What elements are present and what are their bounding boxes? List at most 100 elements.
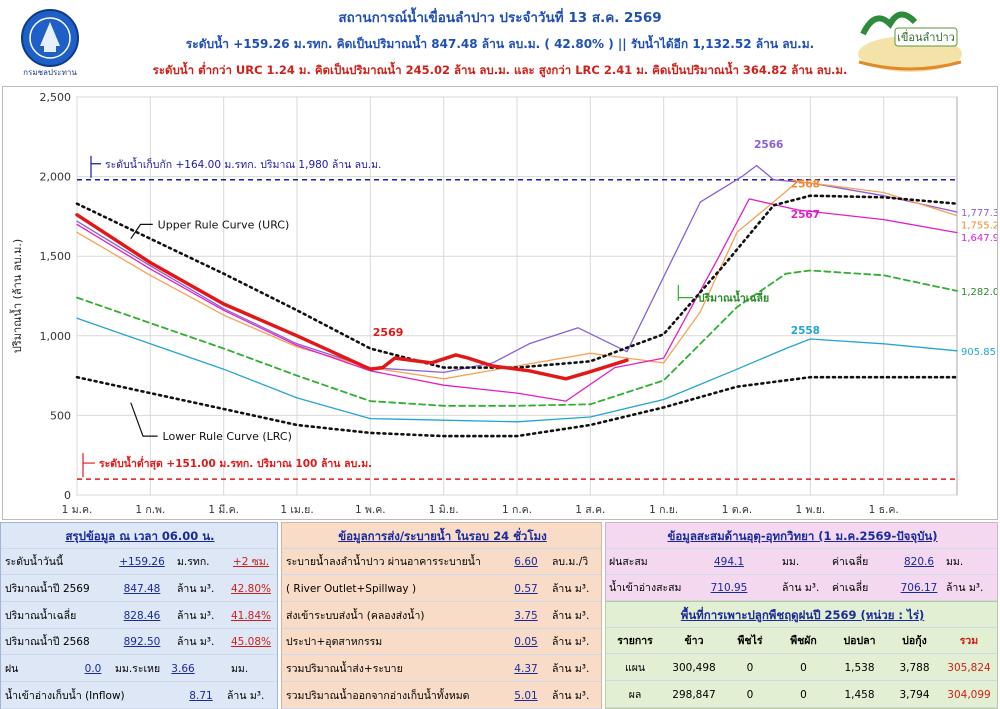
y-tick-label: 500: [50, 409, 71, 422]
status-line: ระดับน้ำ +159.26 ม.รทก. คิดเป็นปริมาณน้ำ…: [185, 37, 815, 51]
crops-header: พืชผัก: [790, 635, 817, 647]
crops-cell: 298,847: [672, 689, 716, 701]
summary-label: ปริมาณน้ำเฉลี่ย: [5, 609, 77, 622]
hydro-avg-unit: ล้าน ม³.: [946, 582, 984, 594]
summary-unit: ล้าน ม³.: [177, 636, 215, 649]
summary-row: ปริมาณน้ำปี 2568 892.50 ล้าน ม³. 45.08%: [1, 629, 277, 656]
summary-label: ระดับน้ำวันนี้: [5, 556, 64, 568]
crops-cell: 1,458: [844, 689, 875, 701]
summary-unit: ล้าน ม³.: [177, 609, 215, 622]
logo-caption: กรมชลประทาน: [23, 68, 77, 77]
crops-cell: 305,824: [947, 662, 991, 674]
hydro-label: น้ำเข้าอ่างสะสม: [609, 582, 682, 594]
summary-label: ฝน: [5, 663, 19, 676]
summary-row: ระดับน้ำวันนี้ +159.26 ม.รทก. +2 ซม.: [1, 549, 277, 575]
series-end-label: 1,777.39: [961, 208, 997, 219]
discharge-unit: ล้าน ม³.: [552, 582, 590, 595]
hydro-row: น้ำเข้าอ่างสะสม 710.95 ล้าน ม³. ค่าเฉลี่ย 70…: [606, 575, 997, 601]
x-tick-label: 1 เม.ย.: [280, 504, 313, 516]
reservoir-chart: 0 500 1,000 1,500 2,000 2,500 1 ม.ค. 1 ก.พ. 1 มี…: [9, 91, 997, 516]
header: กรมชลประทาน สถานการณ์น้ำเขื่อนลำปาว ประจ…: [0, 0, 1000, 84]
hydro-row: ฝนสะสม 494.1 มม. ค่าเฉลี่ย 820.6 มม.: [606, 549, 997, 575]
discharge-unit: ล้าน ม³.: [552, 609, 590, 622]
crops-header: ข้าว: [684, 635, 704, 647]
discharge-value: 4.37: [514, 663, 538, 676]
series-line: [76, 198, 958, 402]
x-tick-label: 1 ก.พ.: [135, 504, 165, 516]
crops-cell: 0: [800, 689, 807, 701]
y-tick-label: 1,500: [40, 250, 72, 263]
summary-extra: 42.80%: [230, 582, 272, 595]
summary-unit: ล้าน ม³.: [227, 690, 265, 702]
series-annotation: 2567: [791, 209, 820, 221]
discharge-label: ประปา+อุตสาหกรรม: [286, 636, 383, 649]
crops-cell: 0: [746, 662, 754, 674]
summary-unit: ม.รทก.: [177, 556, 210, 568]
discharge-label: ( River Outlet+Spillway ): [286, 582, 417, 595]
crops-title: พื้นที่การเพาะปลูกพืชฤดูฝนปี 2569 (หน่วย…: [680, 608, 925, 622]
crops-cell: 304,099: [947, 689, 991, 701]
crops-row: ผล 298,847 0 0 1,458 3,794 304,099: [606, 682, 997, 708]
hydro-avg-value: 706.17: [900, 582, 938, 594]
crops-header: รายการ: [617, 635, 653, 647]
discharge-value: 0.57: [514, 582, 538, 595]
hydro-avg-value: 820.6: [903, 556, 935, 568]
x-tick-label: 1 ก.ย.: [649, 504, 678, 516]
discharge-value: 3.75: [514, 609, 538, 622]
crops-cell: 300,498: [672, 662, 716, 674]
crops-header: บ่อกุ้ง: [902, 635, 927, 647]
series-annotation: 2568: [791, 179, 820, 191]
hydro-avg-label: ค่าเฉลี่ย: [832, 556, 869, 568]
hydro-label: ฝนสะสม: [609, 556, 648, 568]
discharge-unit: ล้าน ม³.: [552, 690, 590, 702]
summary-extra: 45.08%: [230, 636, 272, 649]
hydro-unit: ล้าน ม³.: [782, 582, 820, 594]
summary-value: 892.50: [123, 636, 161, 649]
royal-irrigation-logo: กรมชลประทาน: [21, 9, 79, 77]
series-line: [75, 194, 959, 369]
series-end-label: 1,755.20: [961, 220, 997, 231]
discharge-value: 5.01: [514, 690, 538, 702]
summary-row: น้ำเข้าอ่างเก็บน้ำ (Inflow) 8.71 ล้าน ม³.: [1, 683, 277, 709]
summary-extra-unit: มม.: [231, 663, 249, 676]
summary-value: +159.26: [119, 556, 165, 568]
hydro-title-row: ข้อมูลสะสมด้านอุตุ-อุทกวิทยา (1 ม.ค.2569…: [606, 523, 997, 549]
hydro-avg-unit: มม.: [946, 556, 964, 568]
crops-title-row: พื้นที่การเพาะปลูกพืชฤดูฝนปี 2569 (หน่วย…: [606, 602, 997, 628]
lampao-dam-logo: เขื่อนลำปาว: [858, 11, 962, 72]
crops-header-row: รายการ ข้าว พืชไร่ พืชผัก ปอปลา บ่อกุ้ง รวม: [606, 628, 997, 654]
series-annotation: Upper Rule Curve (URC): [158, 218, 290, 231]
crops-header: รวม: [959, 635, 979, 647]
rule-curve-line: ระดับน้ำ ต่ำกว่า URC 1.24 ม. คิดเป็นปริม…: [152, 63, 848, 77]
y-tick-label: 1,000: [40, 330, 72, 343]
hydro-value: 494.1: [713, 556, 745, 568]
hydro-title: ข้อมูลสะสมด้านอุตุ-อุทกวิทยา (1 ม.ค.2569…: [667, 529, 938, 543]
x-tick-label: 1 มิ.ย.: [429, 504, 459, 516]
series-annotation: 2566: [754, 139, 783, 151]
series-annotation: 2569: [373, 326, 404, 339]
summary-label: ปริมาณน้ำปี 2569: [5, 582, 90, 595]
series-annotation: 2558: [791, 325, 820, 337]
data-panels: สรุปข้อมูล ณ เวลา 06.00 น. ระดับน้ำวันนี…: [0, 522, 1000, 709]
crops-cell: แผน: [624, 662, 646, 674]
x-tick-label: 1 พ.ย.: [795, 504, 825, 516]
summary-label: ปริมาณน้ำปี 2568: [5, 636, 90, 649]
summary-row: ฝน 0.0 มม.ระเหย 3.66 มม.: [1, 656, 277, 683]
reference-label-min: ระดับน้ำต่ำสุด +151.00 ม.รทก. ปริมาณ 100…: [99, 455, 372, 471]
discharge-row: รวมปริมาณน้ำส่ง+ระบาย 4.37 ล้าน ม³.: [282, 656, 601, 683]
crops-cell: ผล: [628, 689, 642, 701]
crops-cell: 1,538: [844, 662, 875, 674]
discharge-unit: ล้าน ม³.: [552, 663, 590, 676]
summary-title: สรุปข้อมูล ณ เวลา 06.00 น.: [65, 529, 215, 543]
hydro-panel: ข้อมูลสะสมด้านอุตุ-อุทกวิทยา (1 ม.ค.2569…: [605, 522, 998, 601]
logo-right-caption: เขื่อนลำปาว: [897, 29, 955, 44]
series-end-label: 905.85: [961, 347, 996, 358]
summary-value: 847.48: [123, 582, 161, 595]
summary-extra: 3.66: [171, 663, 195, 676]
x-tick-label: 1 พ.ค.: [355, 504, 386, 516]
series-annotation: Lower Rule Curve (LRC): [163, 430, 292, 443]
crops-row: แผน 300,498 0 0 1,538 3,788 305,824: [606, 655, 997, 681]
chart-frame: 0 500 1,000 1,500 2,000 2,500 1 ม.ค. 1 ก.พ. 1 มี…: [2, 86, 998, 520]
series-line: [76, 180, 958, 380]
crops-header: ปอปลา: [843, 635, 876, 647]
